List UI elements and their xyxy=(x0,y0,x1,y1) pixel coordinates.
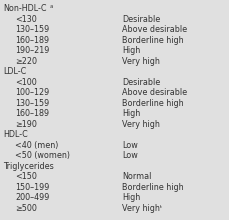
Text: High: High xyxy=(122,109,140,118)
Text: Very high: Very high xyxy=(122,119,160,128)
Text: <50 (women): <50 (women) xyxy=(15,151,70,160)
Text: Borderline high: Borderline high xyxy=(122,35,184,44)
Text: Borderline high: Borderline high xyxy=(122,99,184,108)
Text: 190–219: 190–219 xyxy=(15,46,49,55)
Text: LDL-C: LDL-C xyxy=(3,67,26,76)
Text: Non-HDL-C: Non-HDL-C xyxy=(3,4,46,13)
Text: Desirable: Desirable xyxy=(122,15,160,24)
Text: 100–129: 100–129 xyxy=(15,88,49,97)
Text: Triglycerides: Triglycerides xyxy=(3,161,54,170)
Text: 130–159: 130–159 xyxy=(15,99,49,108)
Text: <150: <150 xyxy=(15,172,37,181)
Text: 160–189: 160–189 xyxy=(15,109,49,118)
Text: ≥190: ≥190 xyxy=(15,119,37,128)
Text: <130: <130 xyxy=(15,15,37,24)
Text: High: High xyxy=(122,46,140,55)
Text: 130–159: 130–159 xyxy=(15,25,49,34)
Text: 200–499: 200–499 xyxy=(15,193,49,202)
Text: <40 (men): <40 (men) xyxy=(15,141,58,150)
Text: Above desirable: Above desirable xyxy=(122,25,187,34)
Text: ≥500: ≥500 xyxy=(15,204,37,213)
Text: a: a xyxy=(50,4,53,9)
Text: Low: Low xyxy=(122,151,138,160)
Text: <100: <100 xyxy=(15,77,37,86)
Text: Very highᵗ: Very highᵗ xyxy=(122,204,162,213)
Text: ≥220: ≥220 xyxy=(15,57,37,66)
Text: HDL-C: HDL-C xyxy=(3,130,28,139)
Text: High: High xyxy=(122,193,140,202)
Text: 150–199: 150–199 xyxy=(15,183,49,191)
Text: Normal: Normal xyxy=(122,172,151,181)
Text: Desirable: Desirable xyxy=(122,77,160,86)
Text: Above desirable: Above desirable xyxy=(122,88,187,97)
Text: Very high: Very high xyxy=(122,57,160,66)
Text: 160–189: 160–189 xyxy=(15,35,49,44)
Text: Low: Low xyxy=(122,141,138,150)
Text: Borderline high: Borderline high xyxy=(122,183,184,191)
